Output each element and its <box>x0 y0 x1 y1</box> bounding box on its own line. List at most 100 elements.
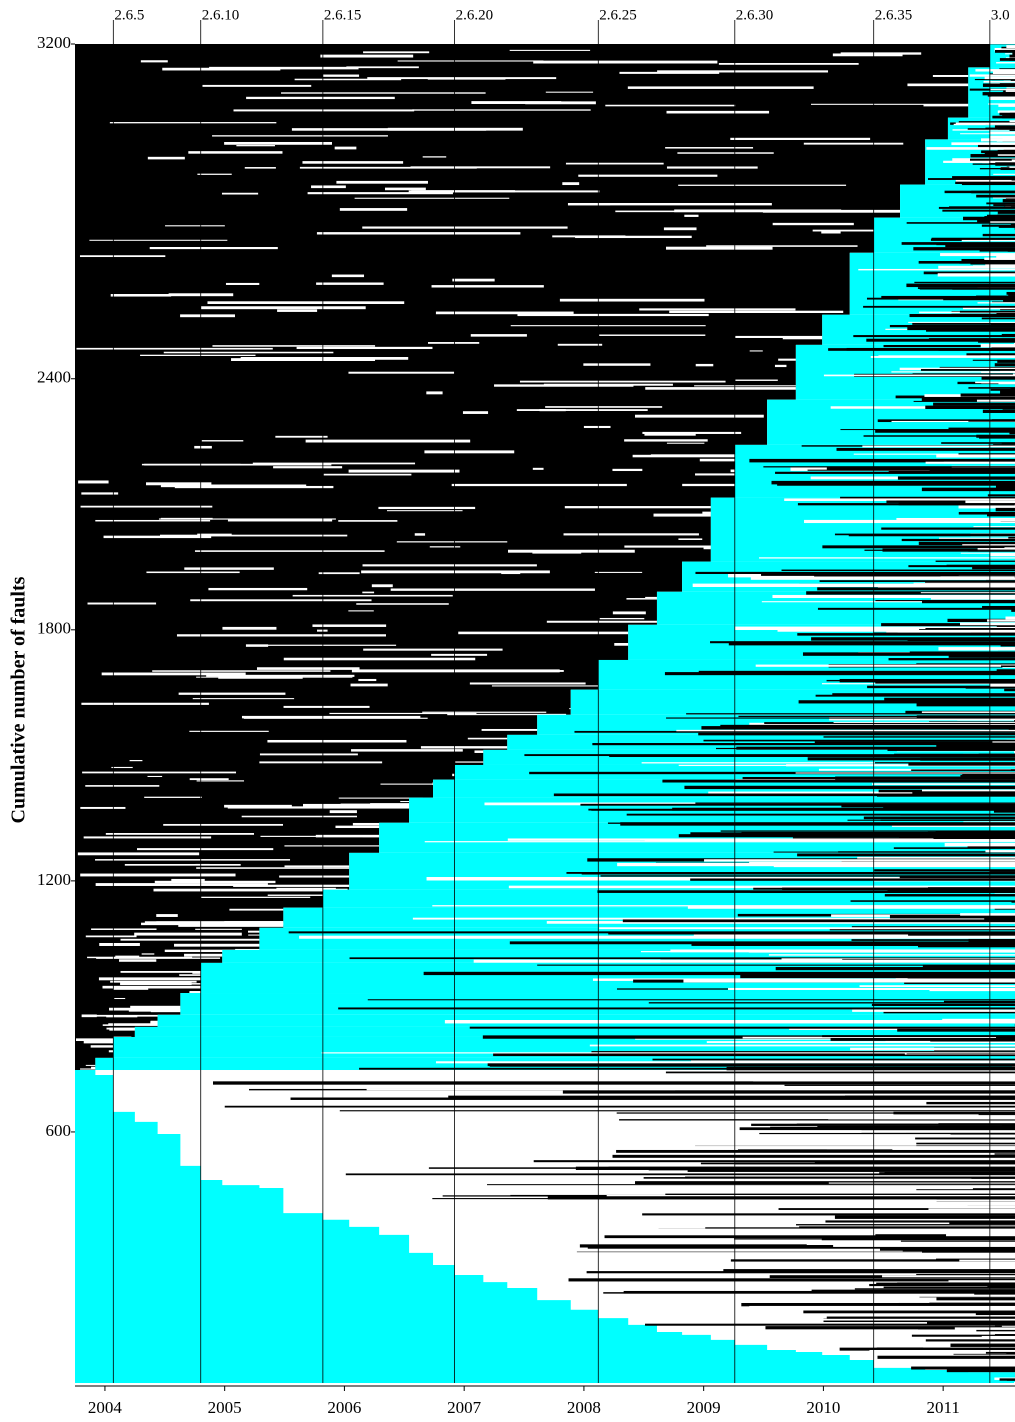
texture <box>952 129 1015 131</box>
texture <box>275 435 328 438</box>
texture <box>692 583 1015 587</box>
texture <box>524 754 1015 757</box>
texture <box>896 517 1015 520</box>
texture <box>979 249 1015 252</box>
texture <box>830 1037 1015 1041</box>
texture <box>338 1007 1015 1010</box>
texture <box>196 867 350 869</box>
texture <box>982 409 1015 413</box>
texture <box>970 154 1015 158</box>
texture <box>943 299 1015 301</box>
texture <box>988 247 1015 250</box>
texture <box>283 705 370 708</box>
texture <box>1012 373 1015 375</box>
texture <box>948 654 1015 658</box>
initial-faults-area <box>75 1070 1015 1383</box>
texture <box>574 730 1015 733</box>
texture <box>292 594 453 597</box>
texture <box>821 230 841 234</box>
texture <box>734 1162 1015 1165</box>
texture <box>899 875 1015 879</box>
texture <box>412 109 591 111</box>
texture <box>949 1221 1015 1225</box>
texture <box>967 128 1015 130</box>
texture <box>778 358 796 361</box>
texture <box>994 49 1015 53</box>
texture <box>946 1233 1015 1237</box>
texture <box>626 813 1015 816</box>
texture <box>101 672 246 676</box>
texture <box>778 1207 1015 1210</box>
texture <box>992 70 1015 75</box>
texture <box>919 629 1015 631</box>
texture <box>153 888 348 892</box>
texture <box>918 260 1015 264</box>
texture <box>244 167 276 169</box>
texture <box>294 78 402 81</box>
texture <box>422 156 447 158</box>
texture <box>311 185 346 189</box>
texture <box>749 722 1015 727</box>
texture <box>984 918 1015 920</box>
texture <box>224 804 292 808</box>
texture <box>973 265 1015 269</box>
texture <box>706 1041 1015 1044</box>
texture <box>329 810 357 814</box>
texture <box>390 588 595 591</box>
texture <box>994 363 1015 367</box>
texture <box>176 634 387 637</box>
texture <box>950 1343 1015 1347</box>
texture <box>609 755 1015 758</box>
version-label: 2.6.25 <box>599 7 637 23</box>
texture <box>567 202 772 206</box>
texture <box>351 669 560 673</box>
texture <box>96 957 221 959</box>
texture <box>921 487 1015 492</box>
texture <box>886 500 1015 503</box>
texture <box>983 80 1015 83</box>
texture <box>761 1199 1015 1202</box>
texture <box>218 675 303 679</box>
texture <box>367 77 557 80</box>
texture <box>212 345 376 347</box>
texture <box>501 571 521 575</box>
y-tick-label: 2400 <box>37 368 71 387</box>
texture <box>819 580 1015 582</box>
texture <box>321 1052 1015 1054</box>
y-tick-label: 3200 <box>37 33 71 52</box>
texture <box>910 1194 1015 1196</box>
texture <box>981 1335 1015 1339</box>
texture <box>735 335 823 338</box>
texture <box>338 797 423 799</box>
texture <box>989 132 1015 135</box>
texture <box>955 181 1015 185</box>
texture <box>998 382 1015 385</box>
texture <box>958 505 1015 509</box>
texture <box>279 875 350 878</box>
texture <box>299 166 477 169</box>
texture <box>695 802 1015 804</box>
texture <box>323 473 412 476</box>
texture <box>867 685 1015 689</box>
texture <box>209 66 359 70</box>
texture <box>997 126 1015 130</box>
texture <box>150 1021 158 1025</box>
texture <box>750 576 1015 580</box>
texture <box>349 957 1015 960</box>
texture <box>174 485 334 489</box>
texture <box>619 1119 1015 1121</box>
texture <box>986 214 1015 218</box>
texture <box>80 505 213 508</box>
texture <box>408 190 600 193</box>
texture <box>195 928 242 930</box>
texture <box>690 832 1015 836</box>
texture <box>539 409 566 412</box>
texture <box>999 112 1015 116</box>
texture <box>158 518 336 520</box>
texture <box>966 519 1015 522</box>
texture <box>938 206 1015 209</box>
texture <box>976 194 1015 198</box>
texture <box>901 538 1015 542</box>
texture <box>583 425 611 429</box>
texture <box>765 1318 1015 1321</box>
